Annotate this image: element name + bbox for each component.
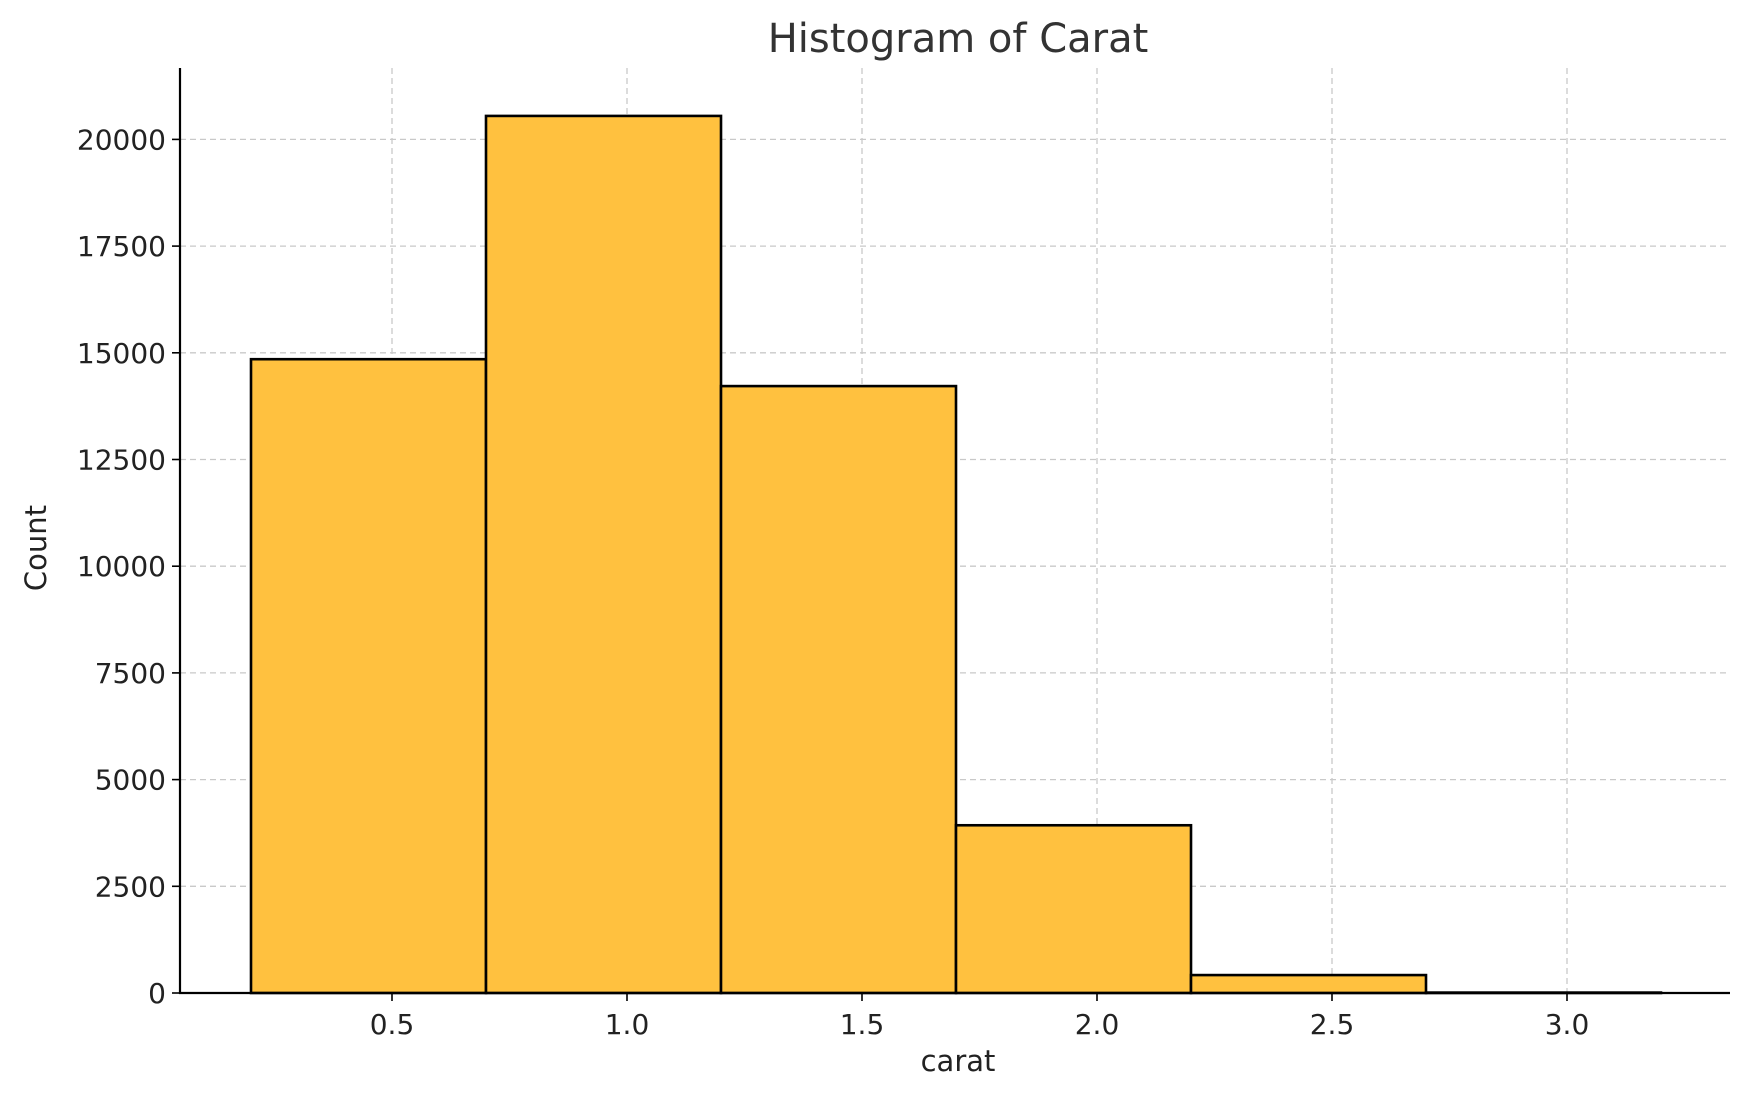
x-tick-label: 2.5 — [1310, 1008, 1355, 1041]
histogram-bar — [249, 357, 488, 995]
y-tick-label: 17500 — [77, 230, 166, 263]
y-tick-label: 20000 — [77, 123, 166, 156]
y-tick-label: 5000 — [95, 764, 166, 797]
x-tick-label: 1.5 — [840, 1008, 885, 1041]
histogram-bar — [719, 384, 958, 995]
x-axis-label: carat — [921, 1044, 996, 1078]
x-tick-label: 1.0 — [605, 1008, 650, 1041]
y-tick-label: 15000 — [77, 337, 166, 370]
histogram-bar — [484, 114, 723, 995]
y-axis-label: Count — [19, 505, 53, 591]
x-tick-label: 2.0 — [1075, 1008, 1120, 1041]
histogram-bar — [1189, 973, 1428, 995]
y-tick-label: 7500 — [95, 657, 166, 690]
axes-layer — [178, 68, 1730, 995]
y-tick-label: 0 — [148, 977, 166, 1010]
x-tick-label: 0.5 — [370, 1008, 415, 1041]
chart-title: Histogram of Carat — [768, 16, 1149, 62]
histogram-bar — [954, 823, 1193, 995]
x-tick-label: 3.0 — [1545, 1008, 1590, 1041]
ticks-layer: 0.5 1.0 1.5 2.0 2.5 3.0 0 2500 5000 7500 10000 1250… — [77, 123, 1589, 1041]
y-tick-label: 2500 — [95, 870, 166, 903]
y-tick-label: 10000 — [77, 550, 166, 583]
bars-layer — [249, 114, 1663, 995]
y-tick-label: 12500 — [77, 444, 166, 477]
